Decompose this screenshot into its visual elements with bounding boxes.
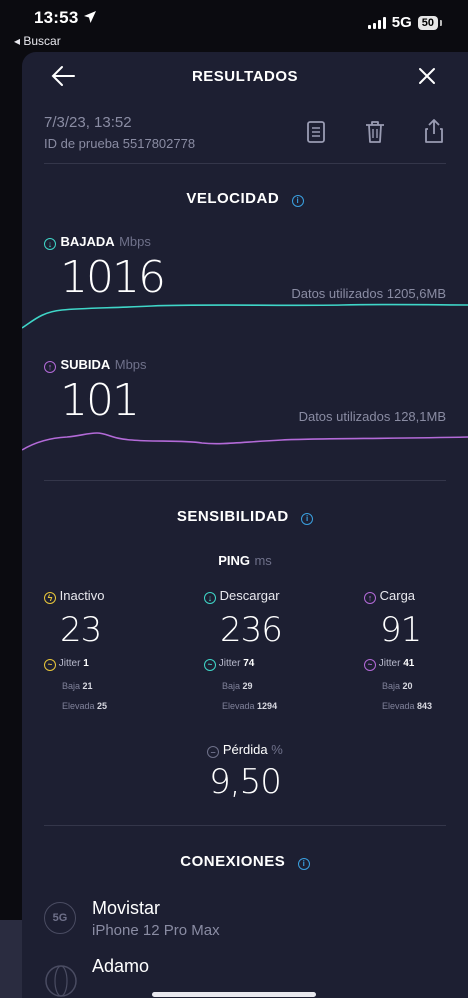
info-icon[interactable]: i [297,858,310,870]
ping-idle-high: Elevada 25 [62,701,108,711]
jitter-upload: ~ Jitter 41 [364,658,468,671]
results-sheet: RESULTADOS 7/3/23, 13:52 ID de prueba 55… [22,52,468,998]
upload-arrow-icon: ↑ [44,361,56,373]
network-5g-icon: 5G [44,902,76,934]
download-arrow-icon: ↓ [44,238,56,250]
ping-idle-column: ϟ Inactivo 23 ~ Jitter 1 Baja 21 Elevada… [44,588,164,711]
connection-provider: Movistar [92,898,161,918]
share-icon[interactable] [423,118,445,144]
upload-arrow-icon: ↑ [364,592,376,604]
info-icon[interactable]: i [301,513,314,525]
status-bar: 13:53 ◂ Buscar 5G 50 [0,0,468,52]
download-arrow-icon: ↓ [204,592,216,604]
loss-icon: – [207,746,220,758]
connection-item-movistar[interactable]: 5G Movistar iPhone 12 Pro Max [44,898,446,948]
home-indicator [152,992,316,997]
ping-idle-value: 23 [60,610,102,650]
ping-upload-high: Elevada 843 [382,701,433,711]
trash-icon[interactable] [364,119,386,145]
ping-upload-low: Baja 20 [382,681,413,691]
jitter-download: ~ Jitter 74 [204,658,324,671]
conexiones-header: CONEXIONES i [22,853,468,871]
document-icon[interactable] [306,120,326,144]
connection-item-adamo[interactable]: Adamo [44,956,446,997]
packet-loss-value: 9,50 [209,762,282,802]
ping-download-label: Descargar [219,588,280,603]
upload-label: ↑ SUBIDA Mbps [44,356,147,374]
info-icon[interactable]: i [291,195,304,207]
upload-data-used: Datos utilizados 128,1MB [298,409,446,424]
ping-download-high: Elevada 1294 [222,701,278,711]
underlying-screen-edge [0,920,22,998]
download-label: ↓ BAJADA Mbps [44,233,151,251]
ping-download-value: 236 [220,610,283,650]
globe-icon [45,965,77,997]
ping-download-column: ↓ Descargar 236 ~ Jitter 74 Baja 29 Elev… [204,588,324,711]
battery-icon: 50 [417,15,443,30]
upload-speed-graph [22,432,468,451]
connection-device: iPhone 12 Pro Max [92,922,220,939]
velocidad-title: VELOCIDAD [186,190,280,207]
sensibilidad-title: SENSIBILIDAD [176,508,289,525]
status-indicators: 5G 50 [367,14,443,31]
back-to-search-link[interactable]: ◂ Buscar [14,34,61,48]
idle-icon: ϟ [44,592,56,604]
packet-loss-label: – Pérdida % [22,742,468,758]
jitter-wave-icon: ~ [204,659,216,671]
divider [44,163,446,164]
download-data-used: Datos utilizados 1205,6MB [291,286,446,301]
upload-speed-value: 101 [60,375,140,426]
download-speed-graph [22,303,468,329]
jitter-idle: ~ Jitter 1 [44,658,164,671]
ping-upload-column: ↑ Carga 91 ~ Jitter 41 Baja 20 Elevada 8… [364,588,468,711]
test-datetime: 7/3/23, 13:52 [44,114,132,131]
jitter-wave-icon: ~ [364,659,376,671]
status-time: 13:53 [34,8,97,28]
ping-upload-value: 91 [380,610,422,650]
cell-signal-icon [367,16,386,29]
sensibilidad-header: SENSIBILIDAD i [22,508,468,526]
ping-idle-low: Baja 21 [62,681,93,691]
divider [44,825,446,826]
ping-idle-label: Inactivo [59,588,105,603]
divider [44,480,446,481]
test-id: ID de prueba 5517802778 [44,136,196,151]
connection-provider: Adamo [92,956,150,976]
jitter-wave-icon: ~ [44,659,56,671]
download-speed-value: 1016 [60,252,166,303]
back-arrow-icon[interactable] [50,64,76,88]
ping-upload-label: Carga [379,588,416,603]
conexiones-title: CONEXIONES [180,853,286,870]
back-triangle-icon: ◂ [14,34,21,48]
velocidad-header: VELOCIDAD i [22,190,468,208]
close-icon[interactable] [418,67,436,85]
location-arrow-icon [84,11,97,23]
ping-label: PING ms [218,553,272,568]
ping-download-low: Baja 29 [222,681,253,691]
network-type: 5G [391,14,412,31]
page-title: RESULTADOS [191,68,299,85]
